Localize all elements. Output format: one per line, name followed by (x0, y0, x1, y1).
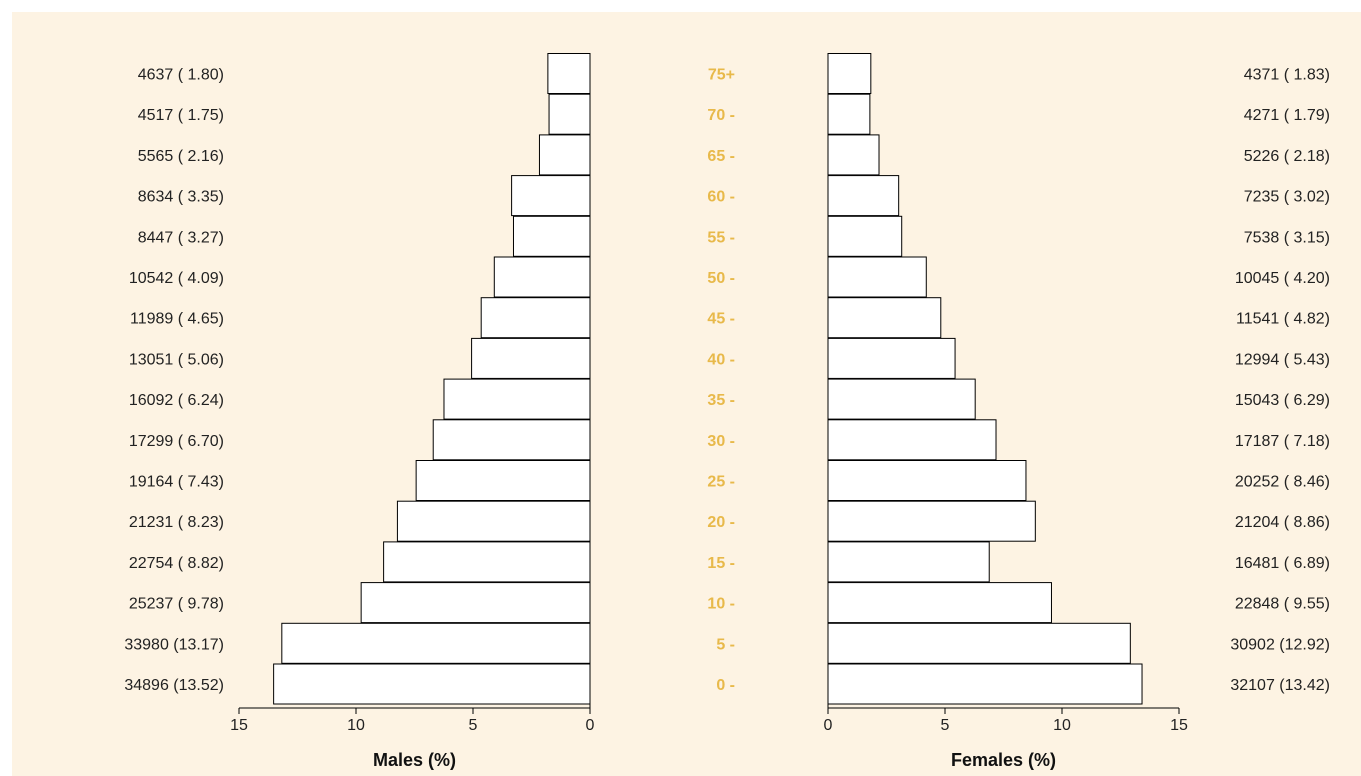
female-tick-label: 15 (1170, 717, 1188, 734)
male-count-label: 21231 ( 8.23) (129, 514, 224, 531)
age-group-label: 45 - (707, 311, 735, 328)
female-count-label: 22848 ( 9.55) (1235, 596, 1330, 613)
male-count-label: 11989 ( 4.65) (130, 311, 224, 328)
male-bar (512, 215, 591, 257)
female-tick-label: 5 (941, 717, 950, 734)
female-bar (827, 297, 942, 339)
male-count-label: 8634 ( 3.35) (138, 189, 224, 206)
age-group-label: 25 - (707, 474, 735, 491)
male-bar (273, 663, 591, 705)
female-count-label: 10045 ( 4.20) (1235, 270, 1330, 287)
female-count-label: 7538 ( 3.15) (1244, 229, 1330, 246)
male-bar (383, 541, 591, 583)
female-bar (827, 134, 880, 176)
female-count-label: 12994 ( 5.43) (1235, 351, 1330, 368)
age-group-label: 65 - (707, 148, 735, 165)
male-bar (432, 419, 591, 461)
age-group-label: 60 - (707, 189, 735, 206)
age-group-label: 5 - (716, 636, 735, 653)
age-group-label: 55 - (707, 229, 735, 246)
female-bar (827, 419, 997, 461)
age-group-label: 50 - (707, 270, 735, 287)
male-bar (471, 337, 591, 379)
female-count-label: 16481 ( 6.89) (1235, 555, 1330, 572)
female-axis-title: Females (%) (951, 750, 1056, 770)
male-tick-label: 5 (469, 717, 478, 734)
male-bar (538, 134, 591, 176)
female-bar (827, 541, 990, 583)
female-tick-label: 0 (824, 717, 833, 734)
female-bar (827, 53, 872, 94)
female-count-label: 7235 ( 3.02) (1244, 189, 1330, 206)
female-count-label: 11541 ( 4.82) (1236, 311, 1330, 328)
population-pyramid-chart: 4637 ( 1.80) 4371 ( 1.83) 75+ 4517 ( 1.75) 4… (12, 12, 1361, 776)
female-bar (827, 378, 976, 420)
male-count-label: 13051 ( 5.06) (129, 351, 224, 368)
male-bar (281, 622, 591, 664)
male-count-label: 10542 ( 4.09) (129, 270, 224, 287)
female-bar (827, 175, 900, 217)
age-group-label: 10 - (707, 596, 735, 613)
male-count-label: 22754 ( 8.82) (129, 555, 224, 572)
age-group-label: 20 - (707, 514, 735, 531)
chart-canvas: 4637 ( 1.80) 4371 ( 1.83) 75+ 4517 ( 1.75) 4… (124, 53, 1330, 770)
female-count-label: 5226 ( 2.18) (1244, 148, 1330, 165)
male-tick-label: 10 (347, 717, 365, 734)
male-bar (511, 175, 591, 217)
female-bar (827, 93, 871, 135)
age-group-label: 70 - (707, 107, 735, 124)
female-count-label: 4271 ( 1.79) (1244, 107, 1330, 124)
age-group-label: 0 - (716, 677, 735, 694)
male-count-label: 25237 ( 9.78) (129, 596, 224, 613)
female-bar (827, 622, 1131, 664)
female-count-label: 21204 ( 8.86) (1235, 514, 1330, 531)
male-count-label: 17299 ( 6.70) (129, 433, 224, 450)
male-bar (396, 500, 591, 542)
female-count-label: 30902 (12.92) (1230, 636, 1330, 653)
age-group-label: 15 - (707, 555, 735, 572)
male-count-label: 4637 ( 1.80) (138, 67, 224, 84)
female-count-label: 32107 (13.42) (1230, 677, 1330, 694)
male-count-label: 34896 (13.52) (124, 677, 224, 694)
male-axis-title: Males (%) (373, 750, 456, 770)
male-tick-label: 15 (230, 717, 248, 734)
male-count-label: 5565 ( 2.16) (138, 148, 224, 165)
female-count-label: 17187 ( 7.18) (1235, 433, 1330, 450)
female-bar (827, 215, 903, 257)
female-count-label: 4371 ( 1.83) (1244, 67, 1330, 84)
female-bar (827, 337, 956, 379)
male-count-label: 19164 ( 7.43) (129, 474, 224, 491)
male-bar (443, 378, 591, 420)
age-group-label: 30 - (707, 433, 735, 450)
female-count-label: 20252 ( 8.46) (1235, 474, 1330, 491)
male-bar (493, 256, 591, 298)
male-count-label: 16092 ( 6.24) (129, 392, 224, 409)
age-group-label: 75+ (708, 67, 735, 84)
male-bar (480, 297, 591, 339)
age-group-label: 40 - (707, 351, 735, 368)
female-bar (827, 582, 1052, 624)
male-bar (360, 582, 591, 624)
female-tick-label: 10 (1053, 717, 1071, 734)
age-group-label: 35 - (707, 392, 735, 409)
female-bar (827, 460, 1027, 501)
male-tick-label: 0 (586, 717, 595, 734)
female-count-label: 15043 ( 6.29) (1235, 392, 1330, 409)
male-bar (547, 53, 591, 94)
female-bar (827, 663, 1143, 705)
male-bar (548, 93, 591, 135)
female-bar (827, 256, 927, 298)
male-count-label: 8447 ( 3.27) (138, 229, 224, 246)
male-count-label: 33980 (13.17) (124, 636, 224, 653)
male-count-label: 4517 ( 1.75) (138, 107, 224, 124)
male-bar (415, 460, 591, 501)
female-bar (827, 500, 1036, 542)
